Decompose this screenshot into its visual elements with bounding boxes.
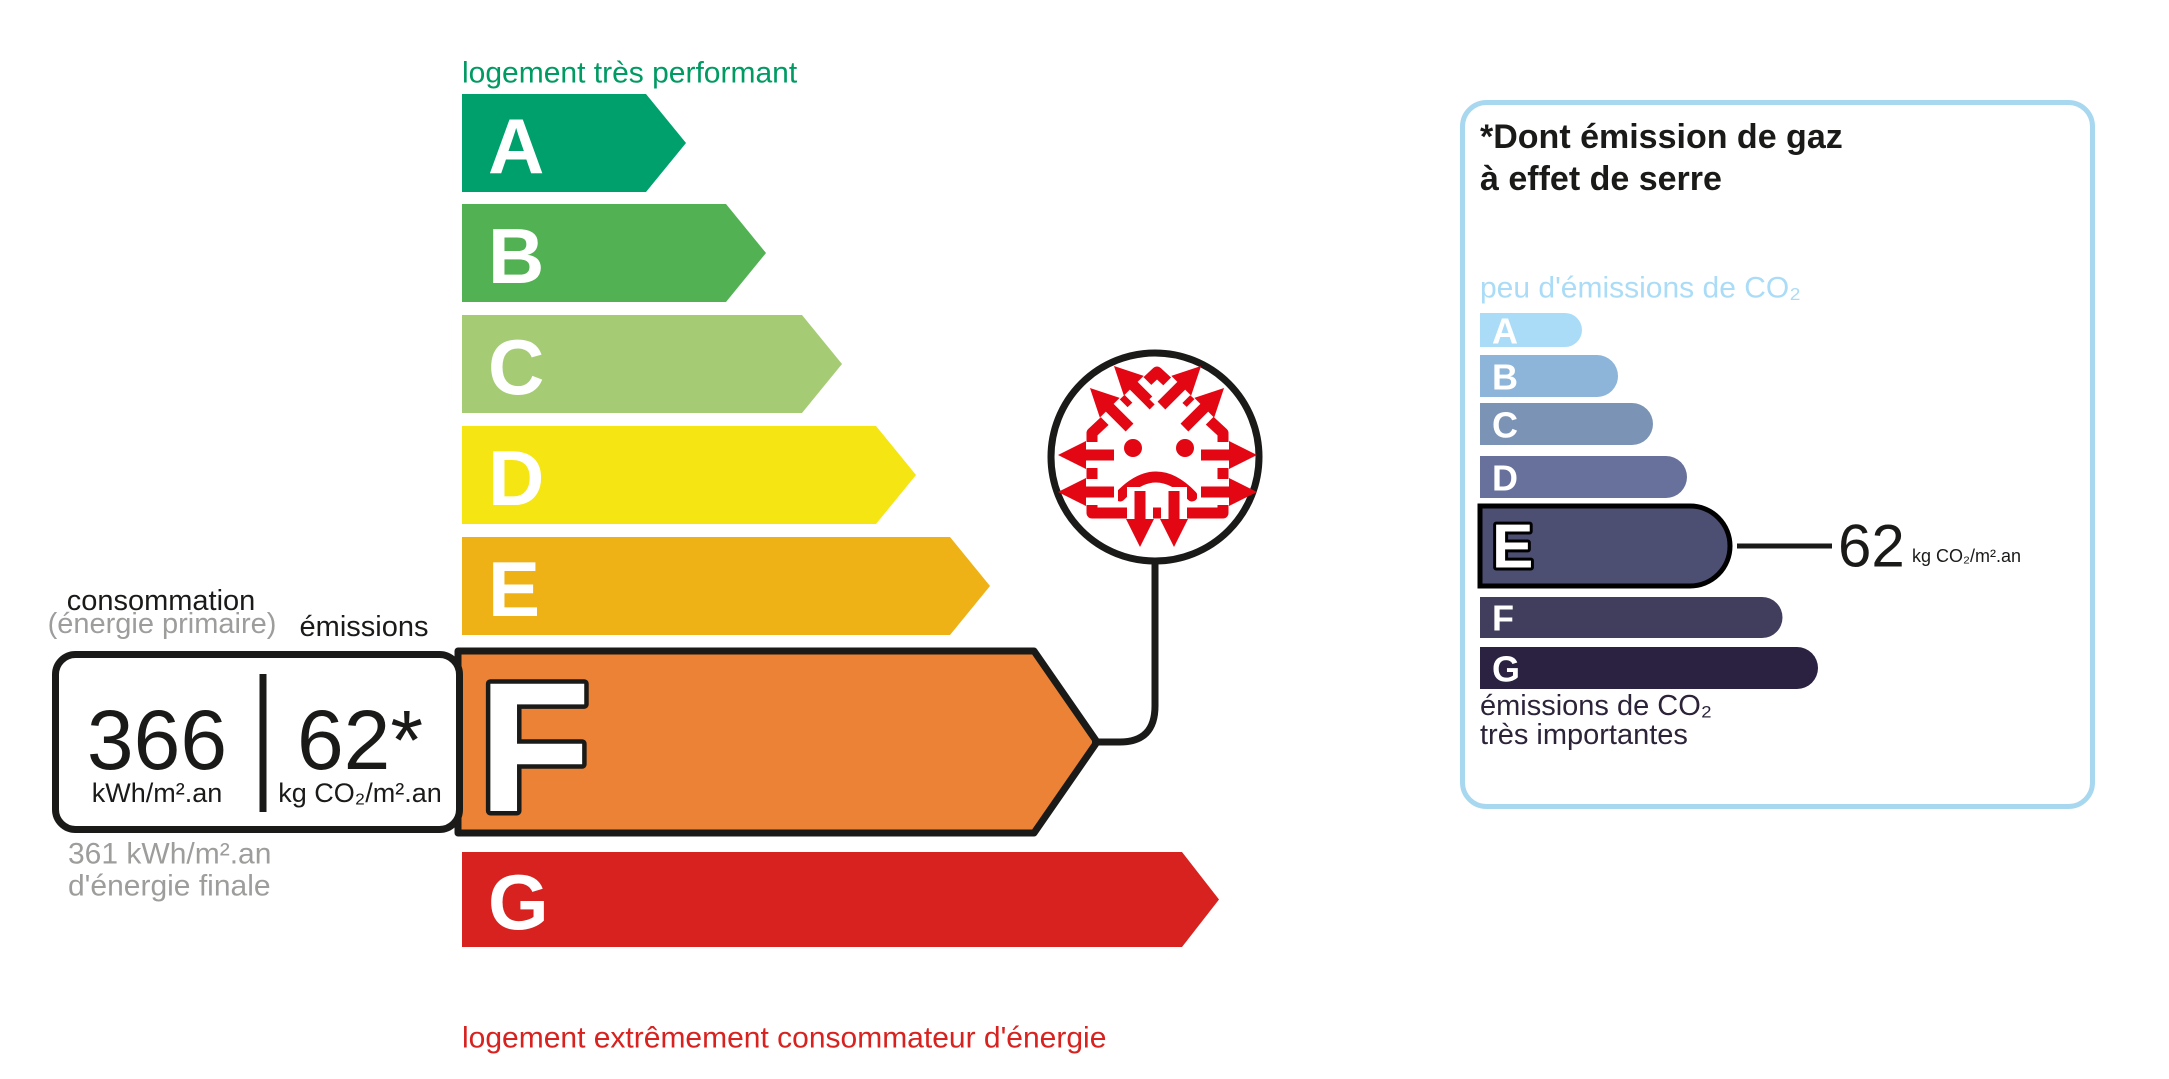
energy-class-c-letter: C <box>488 323 544 411</box>
heat-arrow-roof-right-1 <box>1149 365 1202 418</box>
heat-arrow-bottom-2 <box>1160 487 1188 547</box>
co2-bottom-label-line1: émissions de CO₂ <box>1480 690 1712 722</box>
co2-class-g-bar <box>1480 647 1818 689</box>
heat-arrow-right-1 <box>1197 441 1257 469</box>
co2-panel-title-line1: *Dont émission de gaz <box>1480 118 1843 156</box>
energy-class-f-letter: F <box>478 645 591 851</box>
energy-class-c-arrow <box>462 315 842 413</box>
heat-arrow-roof-right-2 <box>1172 387 1225 440</box>
co2-class-b-bar <box>1480 355 1618 397</box>
co2-class-a-letter: A <box>1492 311 1518 352</box>
heat-arrow-bottom-1 <box>1126 487 1154 547</box>
co2-class-e-bar-highlighted <box>1477 503 1733 589</box>
heat-arrow-left-1 <box>1058 441 1118 469</box>
co2-class-c-letter: C <box>1492 405 1518 446</box>
co2-value: 62 <box>1838 513 1905 580</box>
co2-class-b-letter: B <box>1492 357 1518 398</box>
emissions-label: émissions <box>300 611 429 643</box>
value-box <box>52 651 463 833</box>
co2-value-unit: kg CO₂/m².an <box>1912 546 2021 566</box>
heat-arrow-left-2 <box>1058 478 1118 506</box>
co2-class-a-bar <box>1480 313 1582 347</box>
energy-class-a-arrow <box>462 94 686 192</box>
heat-arrow-roof-left-2 <box>1113 365 1166 418</box>
consumption-label: consommation <box>67 585 256 617</box>
sad-house-heat-loss-icon <box>1058 365 1257 547</box>
house-eye-right <box>1176 439 1194 457</box>
co2-top-label: peu d'émissions de CO₂ <box>1480 272 1801 305</box>
energy-class-a-letter: A <box>488 102 544 190</box>
co2-bottom-label-line2: très importantes <box>1480 719 1688 751</box>
co2-class-f-bar <box>1480 597 1783 638</box>
co2-class-d-bar <box>1480 456 1687 498</box>
co2-class-e-letter: E <box>1492 513 1533 582</box>
heat-arrow-right-2 <box>1197 478 1257 506</box>
final-energy-label: d'énergie finale <box>68 870 271 903</box>
energy-class-d-arrow <box>462 426 916 524</box>
energy-bottom-label: logement extrêmement consommateur d'éner… <box>462 1022 1106 1055</box>
emissions-value: 62* <box>297 693 423 787</box>
energy-top-label: logement très performant <box>462 57 798 90</box>
final-energy-value: 361 kWh/m².an <box>68 838 271 871</box>
co2-class-c-bar <box>1480 403 1653 445</box>
primary-energy-sublabel: (énergie primaire) <box>48 608 277 640</box>
energy-class-e-arrow <box>462 537 990 635</box>
badge-connector-line <box>1092 561 1159 746</box>
co2-class-g-letter: G <box>1492 649 1520 690</box>
heat-arrow-roof-left-1 <box>1089 387 1142 440</box>
energy-class-b-letter: B <box>488 212 544 300</box>
emissions-unit: kg CO₂/m².an <box>278 778 442 808</box>
energy-class-b-arrow <box>462 204 766 302</box>
energy-class-e-letter: E <box>488 545 540 633</box>
energy-class-g-arrow <box>462 852 1219 947</box>
energy-class-d-letter: D <box>488 434 544 522</box>
primary-energy-unit: kWh/m².an <box>92 778 223 808</box>
co2-class-f-letter: F <box>1492 598 1514 639</box>
co2-class-d-letter: D <box>1492 458 1518 499</box>
co2-panel-title-line2: à effet de serre <box>1480 160 1722 198</box>
house-eye-left <box>1124 439 1142 457</box>
primary-energy-value: 366 <box>87 693 227 787</box>
energy-class-g-letter: G <box>488 858 549 946</box>
